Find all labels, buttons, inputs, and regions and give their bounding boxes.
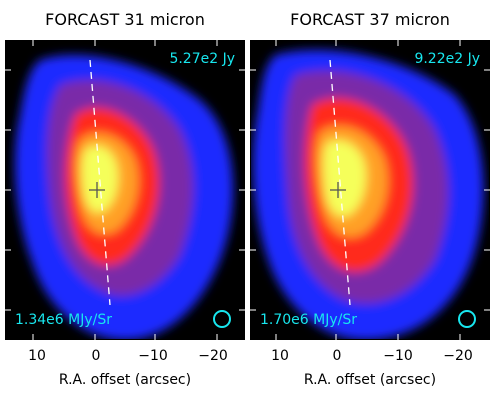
x-tick-label: −10 (383, 348, 413, 364)
axis-ticks (5, 40, 245, 340)
peak-emission (323, 140, 367, 217)
intensity-map: 9.22e2 Jy 1.70e6 MJy/Sr (250, 40, 490, 340)
x-tick-label: −20 (198, 348, 228, 364)
peak-brightness-label: 1.34e6 MJy/Sr (15, 312, 112, 328)
source-center-marker (330, 182, 346, 198)
x-axis-label: R.A. offset (arcsec) (58, 372, 192, 388)
x-tick-label: −10 (138, 348, 168, 364)
emission-image (5, 40, 245, 340)
position-angle-line (329, 59, 351, 306)
panel-title: FORCAST 37 micron (290, 10, 450, 29)
intensity-map: 5.27e2 Jy 1.34e6 MJy/Sr (5, 40, 245, 340)
position-angle-line (89, 59, 111, 306)
emission-image (250, 40, 490, 340)
x-axis-label: R.A. offset (arcsec) (303, 372, 437, 388)
source-center-marker (89, 182, 105, 198)
axis-ticks (250, 40, 490, 340)
panel-title: FORCAST 31 micron (45, 10, 205, 29)
x-tick-label: 0 (91, 348, 101, 364)
x-tick-label: 0 (332, 348, 342, 364)
peak-emission (81, 145, 119, 213)
beam-size-circle (213, 310, 231, 328)
total-flux-label: 5.27e2 Jy (169, 51, 235, 67)
x-tick-label: 10 (271, 348, 289, 364)
beam-size-circle (458, 310, 476, 328)
total-flux-label: 9.22e2 Jy (414, 51, 480, 67)
x-tick-label: −20 (443, 348, 473, 364)
x-tick-label: 10 (28, 348, 46, 364)
peak-brightness-label: 1.70e6 MJy/Sr (260, 312, 357, 328)
